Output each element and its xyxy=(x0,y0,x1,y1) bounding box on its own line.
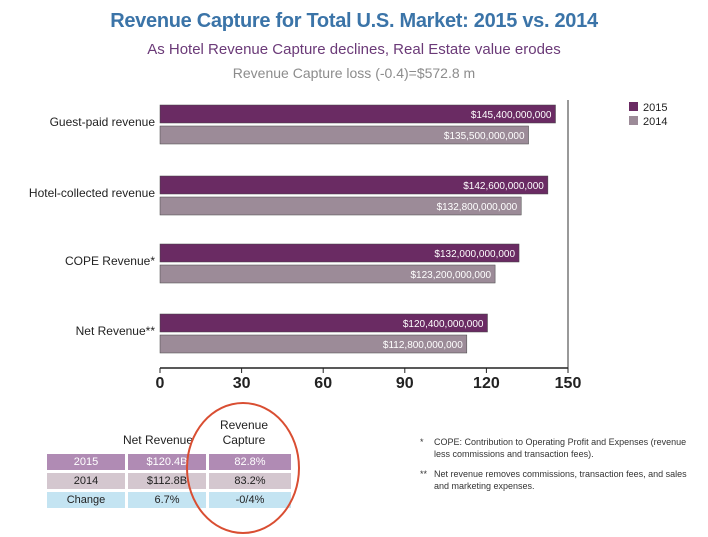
x-tick-label: 120 xyxy=(473,375,500,392)
bar-2015 xyxy=(159,175,549,195)
bar-2015 xyxy=(159,104,556,124)
x-tick-label: 60 xyxy=(314,375,332,392)
footnote-mark: ** xyxy=(420,469,428,479)
legend-label: 2014 xyxy=(643,116,667,128)
bar-2014 xyxy=(159,264,496,284)
highlight-circle xyxy=(186,402,300,534)
x-tick-label: 0 xyxy=(156,375,165,392)
x-tick-label: 90 xyxy=(396,375,414,392)
chart-subtitle: As Hotel Revenue Capture declines, Real … xyxy=(147,41,561,58)
footnote: * COPE: Contribution to Operating Profit … xyxy=(420,436,700,460)
data-label: $112,800,000,000 xyxy=(383,340,463,351)
footnote: ** Net revenue removes commissions, trans… xyxy=(420,468,700,492)
table-header-net-revenue: Net Revenue xyxy=(122,433,194,447)
data-label: $145,400,000,000 xyxy=(471,110,552,121)
category-label: Hotel-collected revenue xyxy=(29,186,155,200)
category-label: Net Revenue** xyxy=(76,324,156,338)
x-tick-label: 150 xyxy=(555,375,582,392)
data-label: $120,400,000,000 xyxy=(403,319,484,330)
bar-2015 xyxy=(159,243,520,263)
category-label: COPE Revenue* xyxy=(65,254,155,268)
footnotes: * COPE: Contribution to Operating Profit … xyxy=(420,436,700,500)
legend-swatch xyxy=(629,116,638,125)
legend-label: 2015 xyxy=(643,102,667,114)
chart-subtitle-loss: Revenue Capture loss (-0.4)=$572.8 m xyxy=(232,65,476,81)
legend-swatch xyxy=(629,102,638,111)
footnote-text: COPE: Contribution to Operating Profit a… xyxy=(434,437,687,459)
data-label: $132,000,000,000 xyxy=(434,249,515,260)
row-label: 2014 xyxy=(47,473,125,489)
footnote-text: Net revenue removes commissions, transac… xyxy=(434,469,687,491)
bar-2014 xyxy=(159,196,522,216)
data-label: $142,600,000,000 xyxy=(463,181,544,192)
bar-2014 xyxy=(159,125,529,145)
category-label: Guest-paid revenue xyxy=(50,115,156,129)
data-label: $135,500,000,000 xyxy=(444,131,525,142)
bar-2015 xyxy=(159,313,488,333)
row-label: Change xyxy=(47,492,125,508)
chart-title: Revenue Capture for Total U.S. Market: 2… xyxy=(110,10,598,32)
bar-chart: Guest-paid revenue $145,400,000,000 $135,5… xyxy=(29,100,667,392)
data-label: $132,800,000,000 xyxy=(437,202,518,213)
bar-2014 xyxy=(159,334,468,354)
net-revenue-cell: 6.7% xyxy=(128,492,206,508)
x-tick-label: 30 xyxy=(233,375,251,392)
footnote-mark: * xyxy=(420,437,424,447)
row-label: 2015 xyxy=(47,454,125,470)
data-label: $123,200,000,000 xyxy=(410,270,491,281)
